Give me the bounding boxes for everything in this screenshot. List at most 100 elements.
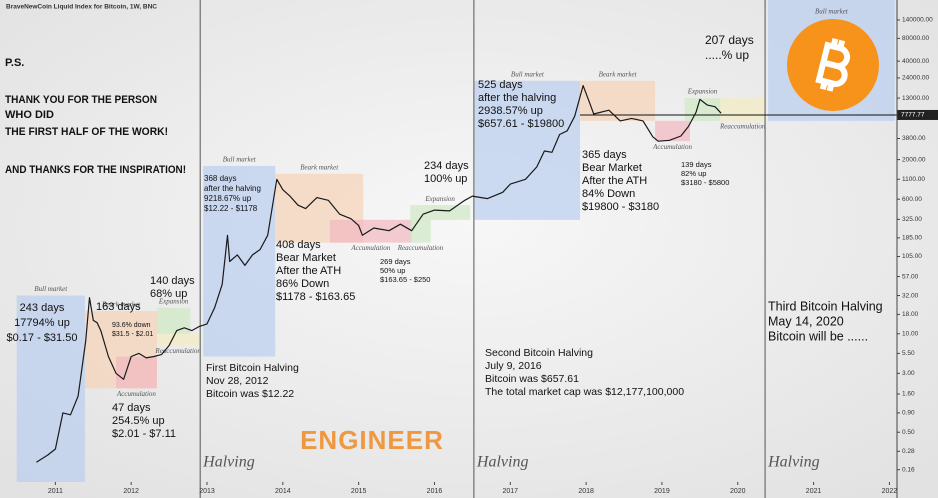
y-tick-label: 0.90 <box>902 410 915 417</box>
annotation-line: 525 days <box>478 79 523 91</box>
zone-label: Beark market <box>599 70 638 78</box>
price-series: 7777.77 <box>36 85 938 463</box>
y-tick-label: 105.00 <box>902 253 922 260</box>
zone <box>116 356 157 389</box>
annotation-line: 82% up <box>681 169 706 178</box>
annotation-line: July 9, 2016 <box>485 360 542 372</box>
y-tick-label: 185.00 <box>902 235 922 242</box>
y-tick-label: 325.00 <box>902 216 922 223</box>
note-line: THE FIRST HALF OF THE WORK! <box>5 126 168 138</box>
note-line: AND THANKS FOR THE INSPIRATION! <box>5 164 186 176</box>
zone-label: Beark market <box>102 301 141 309</box>
note-line: WHO DID <box>5 109 54 121</box>
zone-label: Accumulation <box>350 244 390 252</box>
zone-label: Reaccumulation <box>397 244 444 252</box>
chart-title: BraveNewCoin Liquid Index for Bitcoin, 1… <box>6 4 157 11</box>
annotation-line: 17794% up <box>14 317 70 329</box>
y-tick-label: 5.50 <box>902 350 915 357</box>
logo-b <box>815 38 851 92</box>
annotation-line: First Bitcoin Halving <box>206 362 299 374</box>
halving-label: Halving <box>767 454 820 471</box>
x-tick-label: 2012 <box>123 488 139 495</box>
x-tick-label: 2016 <box>427 488 443 495</box>
y-tick-label: 600.00 <box>902 196 922 203</box>
zone-label: Bull market <box>34 285 68 293</box>
y-tick-label: 18.00 <box>902 311 919 318</box>
annotation-line: .....% up <box>705 48 749 62</box>
annotation-line: Bitcoin was $657.61 <box>485 373 579 385</box>
y-tick-label: 3800.00 <box>902 135 926 142</box>
annotation-line: 47 days <box>112 402 151 414</box>
annotation-line: 234 days <box>424 160 469 172</box>
zone-label: Expansion <box>158 297 189 305</box>
annotation-line: Second Bitcoin Halving <box>485 347 593 359</box>
annotation-line: 100% up <box>424 173 467 185</box>
zone-label: Expansion <box>424 195 455 203</box>
annotation-line: After the ATH <box>276 265 341 277</box>
annotation-line: 9218.67% up <box>204 194 252 203</box>
note-line: THANK YOU FOR THE PERSON <box>5 94 157 106</box>
annotation-line: After the ATH <box>582 175 647 187</box>
annotation-line: 365 days <box>582 149 627 161</box>
x-tick-label: 2020 <box>730 488 746 495</box>
x-tick-label: 2018 <box>578 488 594 495</box>
annotation-line: 84% Down <box>582 188 635 200</box>
x-tick-label: 2015 <box>351 488 367 495</box>
annotation-line: 163 days <box>96 301 141 313</box>
bitcoin-logo <box>787 19 879 111</box>
annotation-line: after the halving <box>478 92 556 104</box>
x-tick-label: 2014 <box>275 488 291 495</box>
annotation-line: 408 days <box>276 239 321 251</box>
zone <box>16 295 85 482</box>
halving-label: Halving <box>476 454 529 471</box>
zone <box>580 80 656 121</box>
zone-label: Reaccumulation <box>154 347 201 355</box>
zone <box>156 307 191 334</box>
zone <box>203 165 276 357</box>
zone-label: Accumulation <box>652 143 692 151</box>
x-tick-label: 2017 <box>503 488 519 495</box>
annotation-line: Bear Market <box>582 162 642 174</box>
annotation-line: $1178 - $163.65 <box>276 291 355 303</box>
zone <box>410 205 471 220</box>
annotation-line: $0.17 - $31.50 <box>7 332 78 344</box>
zone <box>156 333 200 346</box>
annotation-line: 2938.57% up <box>478 105 543 117</box>
zone-label: Beark market <box>300 163 339 171</box>
y-tick-label: 10.00 <box>902 330 919 337</box>
y-tick-label: 1.60 <box>902 391 915 398</box>
annotation-line: $31.5 - $2.01 <box>112 331 153 338</box>
annotation-line: 93.6% down <box>112 322 151 329</box>
x-tick-label: 2011 <box>48 488 63 495</box>
zone <box>720 98 766 121</box>
zone-label: Expansion <box>687 88 718 96</box>
y-tick-label: 0.16 <box>902 466 915 473</box>
halving-lines: Halving Halving Halving <box>199 0 820 498</box>
note-line: P.S. <box>5 57 24 69</box>
annotation-line: 254.5% up <box>112 415 165 427</box>
zone-label: Accumulation <box>116 390 156 398</box>
zone-label: Bull market <box>511 70 545 78</box>
annotation-line: 243 days <box>20 302 65 314</box>
annotation-line: after the halving <box>204 184 261 193</box>
y-tick-label: 80000.00 <box>902 35 929 42</box>
annotation-line: Bitcoin was $12.22 <box>206 388 294 400</box>
annotation-line: $12.22 - $1178 <box>204 204 258 213</box>
annotation-line: 140 days <box>150 275 195 287</box>
halving-label: Halving <box>202 454 255 471</box>
annotation-line: 50% up <box>380 266 405 275</box>
last-price-tag <box>897 109 938 120</box>
annotation-line: $19800 - $3180 <box>582 201 659 213</box>
x-tick-label: 2021 <box>806 488 822 495</box>
annotation-line: Bitcoin will be ...... <box>768 329 868 343</box>
y-tick-label: 13000.00 <box>902 95 929 102</box>
y-tick-label: 40000.00 <box>902 58 929 65</box>
y-tick-label: 0.28 <box>902 448 915 455</box>
annotation-line: The total market cap was $12,177,100,000 <box>485 386 684 398</box>
annotation-line: Nov 28, 2012 <box>206 375 269 387</box>
y-tick-label: 1100.00 <box>902 176 925 183</box>
annotation-line: 86% Down <box>276 278 329 290</box>
annotation-line: $3180 - $5800 <box>681 178 729 187</box>
y-tick-label: 24000.00 <box>902 75 929 82</box>
